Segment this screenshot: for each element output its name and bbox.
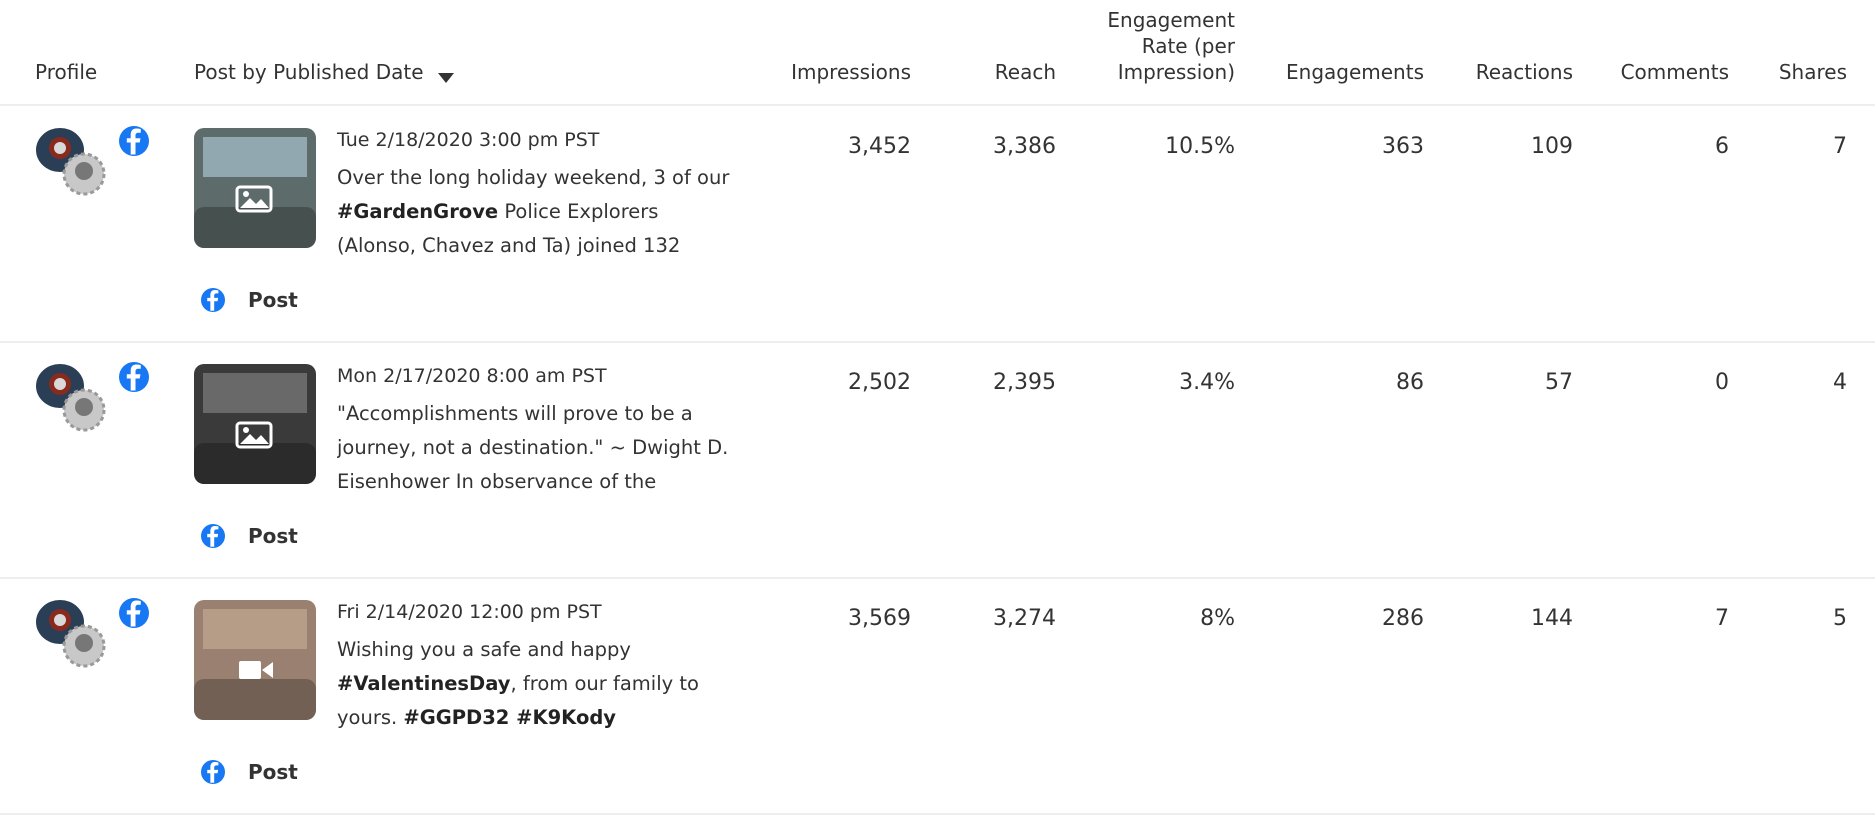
metric-value: 109 [1413, 134, 1573, 159]
column-header: Profile [35, 60, 97, 85]
metric-value: 3.4% [1075, 370, 1235, 395]
facebook-icon [119, 126, 149, 156]
post-type: Post [248, 760, 298, 784]
facebook-icon [119, 598, 149, 628]
profile-avatar [34, 360, 110, 436]
post-text-part: #GardenGrove [337, 200, 498, 223]
post-text-part: #GGPD32 #K9Kody [403, 706, 616, 729]
row-divider [0, 341, 1875, 343]
post-text-part: #ValentinesDay [337, 672, 511, 695]
post-thumbnail [193, 127, 317, 249]
post-thumbnail [193, 363, 317, 485]
metric-value: 3,274 [896, 606, 1056, 631]
facebook-icon [119, 362, 149, 392]
metric-value: 3,569 [751, 606, 911, 631]
metric-value: 4 [1687, 370, 1847, 395]
metric-value: 57 [1413, 370, 1573, 395]
post-type: Post [248, 524, 298, 548]
metric-value: 363 [1264, 134, 1424, 159]
post-text: Over the long holiday weekend, 3 of our … [337, 161, 737, 263]
metric-value: 2,502 [751, 370, 911, 395]
row-divider [0, 577, 1875, 579]
post-thumbnail [193, 599, 317, 721]
metric-value: 3,452 [751, 134, 911, 159]
page: ProfilePost by Published DateImpressions… [0, 0, 1875, 814]
facebook-icon [201, 288, 225, 312]
header-divider [0, 104, 1875, 106]
metric-value: 2,395 [896, 370, 1056, 395]
metric-value: 5 [1687, 606, 1847, 631]
post-type: Post [248, 288, 298, 312]
post-text-part: Wishing you a safe and happy [337, 638, 631, 661]
metric-value: 86 [1264, 370, 1424, 395]
metric-value: 8% [1075, 606, 1235, 631]
profile-avatar [34, 596, 110, 672]
metric-value: 3,386 [896, 134, 1056, 159]
column-header[interactable]: Reach [856, 60, 1056, 85]
column-header[interactable]: Engagement Rate (per Impression) [1085, 7, 1235, 85]
post-date: Mon 2/17/2020 8:00 am PST [337, 365, 607, 387]
metric-value: 10.5% [1075, 134, 1235, 159]
facebook-icon [201, 760, 225, 784]
metric-value: 7 [1687, 134, 1847, 159]
post-text-part: Over the long holiday weekend, 3 of our [337, 166, 729, 189]
post-date: Fri 2/14/2020 12:00 pm PST [337, 601, 602, 623]
metric-value: 144 [1413, 606, 1573, 631]
sort-column-header[interactable]: Post by Published Date [194, 60, 424, 85]
column-header[interactable]: Shares [1647, 60, 1847, 85]
post-text: Wishing you a safe and happy #Valentines… [337, 633, 737, 735]
post-date: Tue 2/18/2020 3:00 pm PST [337, 129, 599, 151]
metric-value: 286 [1264, 606, 1424, 631]
post-text-part: "Accomplishments will prove to be a jour… [337, 402, 728, 493]
facebook-icon [201, 524, 225, 548]
profile-avatar [34, 124, 110, 200]
sort-arrow [438, 73, 454, 83]
post-text: "Accomplishments will prove to be a jour… [337, 397, 737, 499]
